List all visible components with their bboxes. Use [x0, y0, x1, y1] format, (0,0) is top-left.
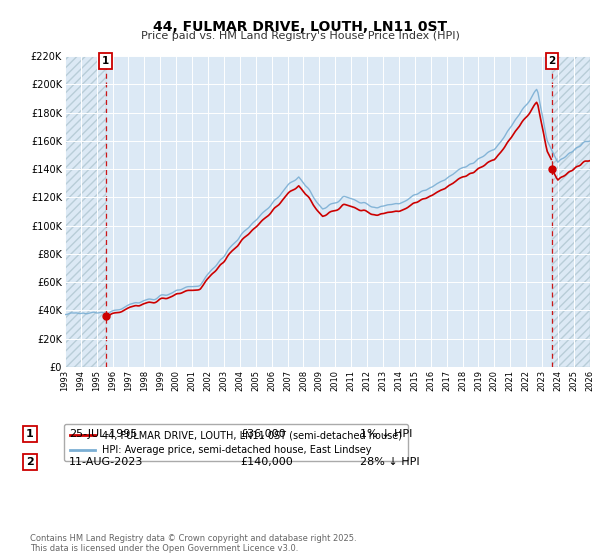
Text: 1: 1 [102, 56, 109, 66]
Text: 28% ↓ HPI: 28% ↓ HPI [360, 457, 419, 467]
Text: 1% ↓ HPI: 1% ↓ HPI [360, 429, 412, 439]
Text: Contains HM Land Registry data © Crown copyright and database right 2025.
This d: Contains HM Land Registry data © Crown c… [30, 534, 356, 553]
Bar [552, 56, 590, 367]
Text: £140,000: £140,000 [240, 457, 293, 467]
Bar [65, 56, 106, 367]
Text: 1: 1 [26, 429, 34, 439]
Text: 2: 2 [548, 56, 556, 66]
Text: Price paid vs. HM Land Registry's House Price Index (HPI): Price paid vs. HM Land Registry's House … [140, 31, 460, 41]
Text: 44, FULMAR DRIVE, LOUTH, LN11 0ST: 44, FULMAR DRIVE, LOUTH, LN11 0ST [153, 20, 447, 34]
Text: £36,000: £36,000 [240, 429, 286, 439]
Text: 2: 2 [26, 457, 34, 467]
Legend: 44, FULMAR DRIVE, LOUTH, LN11 0ST (semi-detached house), HPI: Average price, sem: 44, FULMAR DRIVE, LOUTH, LN11 0ST (semi-… [64, 424, 408, 461]
Text: 25-JUL-1995: 25-JUL-1995 [69, 429, 137, 439]
Text: 11-AUG-2023: 11-AUG-2023 [69, 457, 143, 467]
